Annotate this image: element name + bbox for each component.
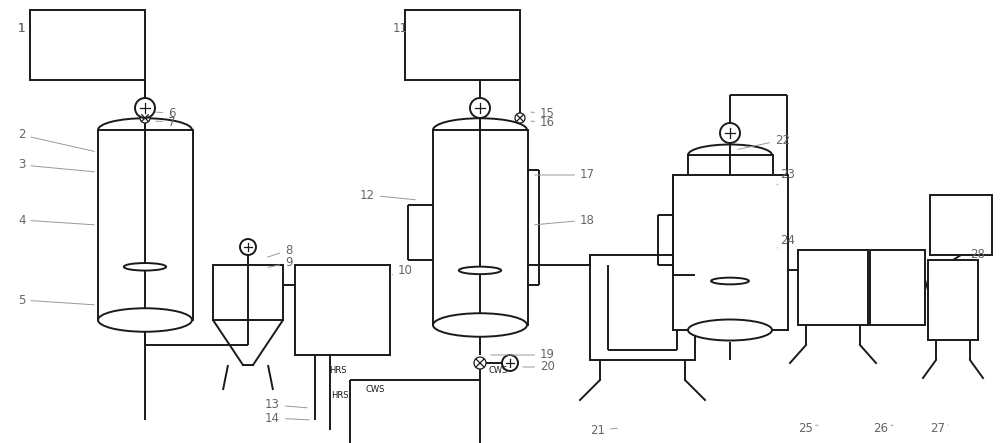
Circle shape [470,98,490,118]
Text: 4: 4 [18,214,94,226]
Ellipse shape [98,118,192,142]
Text: 1: 1 [18,22,26,35]
Text: 23: 23 [777,168,795,185]
Text: 25: 25 [798,421,818,435]
Text: 26: 26 [873,421,893,435]
Text: 15: 15 [531,106,555,120]
Circle shape [240,239,256,255]
Bar [30,10,145,80]
Ellipse shape [688,319,772,341]
Bar [590,255,695,360]
Text: 19: 19 [491,349,555,361]
Text: 22: 22 [738,133,790,149]
Text: 7: 7 [156,116,176,128]
Text: 13: 13 [265,399,307,412]
Bar [928,260,978,340]
Text: 6: 6 [156,106,176,120]
Text: 3: 3 [18,159,94,172]
Text: 9: 9 [268,256,292,269]
Ellipse shape [688,144,772,166]
Text: 11: 11 [393,22,408,35]
Circle shape [720,123,740,143]
Bar [295,265,390,355]
Bar [405,10,520,80]
Circle shape [135,98,155,118]
Text: 20: 20 [523,361,555,373]
Text: 28: 28 [970,249,985,261]
Bar [930,195,992,255]
Ellipse shape [433,118,527,142]
Text: 1: 1 [18,22,26,35]
Text: 16: 16 [531,116,555,128]
Text: 10: 10 [392,264,413,276]
Ellipse shape [98,308,192,332]
Circle shape [515,113,525,123]
Text: 21: 21 [590,424,617,436]
Bar [433,130,528,325]
Text: 12: 12 [360,189,415,202]
Circle shape [140,113,150,123]
Ellipse shape [124,263,166,271]
Bar [673,175,788,330]
Bar [98,130,193,320]
Ellipse shape [459,267,501,274]
Bar [870,250,925,325]
Bar [213,265,283,320]
Text: CWS: CWS [488,366,508,375]
Text: 14: 14 [265,412,309,424]
Text: 24: 24 [777,233,795,248]
Circle shape [474,357,486,369]
Ellipse shape [433,313,527,337]
Text: 17: 17 [535,168,595,182]
Ellipse shape [711,278,749,284]
Circle shape [502,355,518,371]
Text: 18: 18 [535,214,595,226]
Text: HRS: HRS [329,366,347,375]
Text: 8: 8 [268,244,292,257]
Text: 5: 5 [18,294,94,307]
Text: 27: 27 [930,421,948,435]
Text: CWS: CWS [365,385,385,395]
Text: HRS: HRS [331,390,349,400]
Bar [688,155,773,330]
Text: 2: 2 [18,128,94,152]
Bar [798,250,868,325]
